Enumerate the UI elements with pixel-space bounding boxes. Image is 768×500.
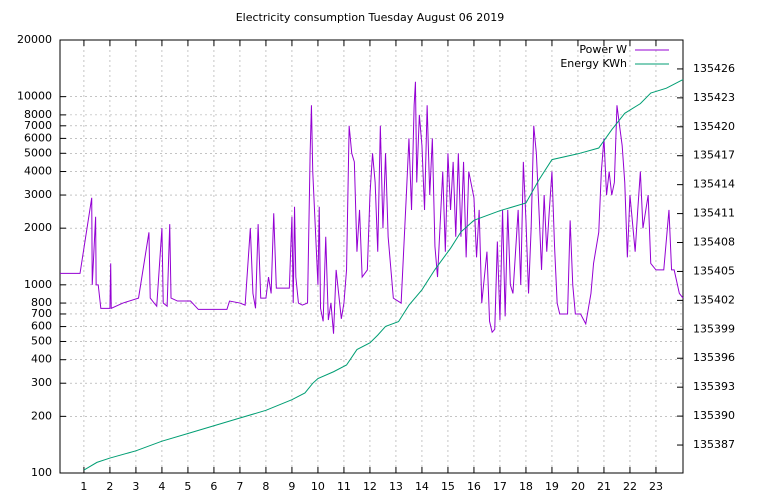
chart-title: Electricity consumption Tuesday August 0… — [236, 11, 505, 24]
y-tick-label: 400 — [31, 353, 52, 366]
x-tick-label: 22 — [623, 480, 637, 493]
x-tick-label: 3 — [132, 480, 139, 493]
series-line — [60, 81, 684, 334]
x-tick-label: 20 — [571, 480, 585, 493]
y-tick-label: 800 — [31, 296, 52, 309]
x-tick-label: 4 — [158, 480, 165, 493]
y-tick-label: 20000 — [17, 33, 52, 46]
x-tick-label: 12 — [363, 480, 377, 493]
y-tick-label: 500 — [31, 334, 52, 347]
y-tick-label: 2000 — [24, 221, 52, 234]
x-tick-label: 18 — [519, 480, 533, 493]
y-tick-label: 5000 — [24, 146, 52, 159]
y-tick-label: 6000 — [24, 131, 52, 144]
series-line — [83, 79, 684, 471]
y2-tick-label: 135411 — [693, 207, 735, 220]
y2-tick-label: 135396 — [693, 351, 735, 364]
x-tick-label: 9 — [288, 480, 295, 493]
y2-tick-label: 135426 — [693, 62, 735, 75]
y2-tick-label: 135420 — [693, 120, 735, 133]
x-tick-label: 16 — [467, 480, 481, 493]
x-tick-label: 5 — [184, 480, 191, 493]
y-tick-label: 10000 — [17, 90, 52, 103]
x-tick-label: 15 — [441, 480, 455, 493]
y2-tick-label: 135393 — [693, 380, 735, 393]
y-tick-label: 600 — [31, 320, 52, 333]
y2-tick-label: 135405 — [693, 264, 735, 277]
x-tick-label: 13 — [389, 480, 403, 493]
x-tick-label: 19 — [545, 480, 559, 493]
y-tick-label: 100 — [31, 466, 52, 479]
x-tick-label: 8 — [262, 480, 269, 493]
plot-frame — [59, 39, 684, 474]
x-tick-label: 14 — [415, 480, 429, 493]
y2-tick-label: 135408 — [693, 236, 735, 249]
y-tick-label: 200 — [31, 409, 52, 422]
x-tick-label: 2 — [106, 480, 113, 493]
x-tick-label: 23 — [649, 480, 663, 493]
y2-tick-label: 135402 — [693, 293, 735, 306]
x-tick-label: 21 — [597, 480, 611, 493]
y-tick-label: 300 — [31, 376, 52, 389]
y-tick-label: 8000 — [24, 108, 52, 121]
y-tick-label: 1000 — [24, 278, 52, 291]
x-tick-label: 17 — [493, 480, 507, 493]
y-tick-label: 700 — [31, 307, 52, 320]
y2-tick-label: 135387 — [693, 438, 735, 451]
x-tick-label: 6 — [210, 480, 217, 493]
y-tick-label: 4000 — [24, 165, 52, 178]
x-tick-label: 10 — [311, 480, 325, 493]
y2-tick-label: 135423 — [693, 91, 735, 104]
y2-tick-label: 135390 — [693, 409, 735, 422]
x-tick-label: 7 — [236, 480, 243, 493]
legend-label: Energy KWh — [560, 57, 627, 70]
x-tick-label: 11 — [337, 480, 351, 493]
legend-label: Power W — [579, 43, 627, 56]
y2-tick-label: 135399 — [693, 322, 735, 335]
y-tick-label: 3000 — [24, 188, 52, 201]
y2-tick-label: 135417 — [693, 149, 735, 162]
y2-tick-label: 135414 — [693, 178, 735, 191]
x-tick-label: 1 — [80, 480, 87, 493]
y-tick-label: 7000 — [24, 119, 52, 132]
